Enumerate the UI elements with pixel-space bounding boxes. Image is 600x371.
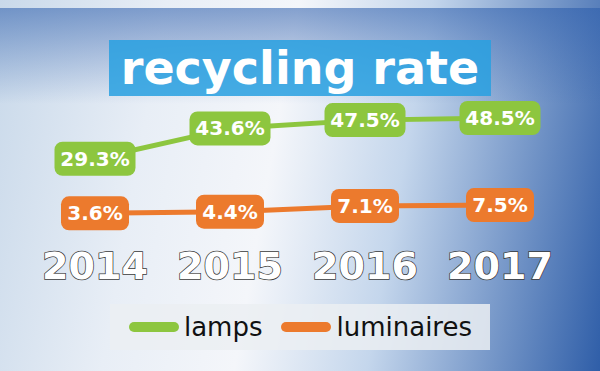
svg-text:3.6%: 3.6%: [67, 201, 122, 225]
svg-text:7.1%: 7.1%: [337, 194, 392, 218]
svg-text:2017: 2017: [447, 244, 553, 288]
svg-text:2014: 2014: [42, 244, 148, 288]
svg-text:2015: 2015: [177, 244, 283, 288]
html-text:luminaires: luminaires: [336, 312, 472, 342]
html-text:recycling rate: recycling rate: [120, 41, 480, 95]
svg-text:47.5%: 47.5%: [330, 108, 399, 132]
html-text:lamps: lamps: [183, 312, 263, 342]
svg-text:7.5%: 7.5%: [472, 193, 527, 217]
svg-text:43.6%: 43.6%: [195, 116, 264, 140]
svg-text:48.5%: 48.5%: [465, 106, 534, 130]
svg-text:2016: 2016: [312, 244, 418, 288]
svg-text:4.4%: 4.4%: [202, 200, 257, 224]
svg-text:29.3%: 29.3%: [60, 147, 129, 171]
